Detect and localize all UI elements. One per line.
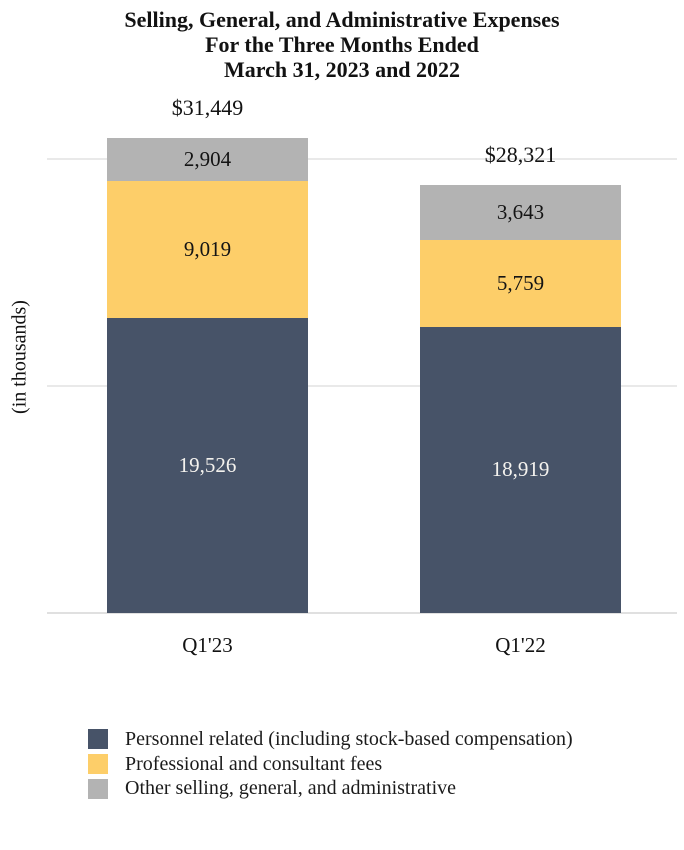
legend-swatch-personnel-icon <box>88 729 108 750</box>
bar-segment-q122-series-1: 5,759 <box>420 239 621 327</box>
legend-item-personnel: Personnel related (including stock-based… <box>88 727 573 752</box>
chart-title: Selling, General, and Administrative Exp… <box>0 7 684 82</box>
total-label: $31,449 <box>171 94 244 120</box>
legend-label-other-sga: Other selling, general, and administrati… <box>125 777 457 800</box>
legend-item-professional-fees: Professional and consultant fees <box>88 752 573 777</box>
legend-label-professional-fees: Professional and consultant fees <box>125 752 383 775</box>
bar-segment-q123-series-2: 2,904 <box>107 137 308 182</box>
segment-value-label: 9,019 <box>183 237 232 262</box>
bar-segment-q122-series-0: 18,919 <box>420 326 621 613</box>
legend-item-other-sga: Other selling, general, and administrati… <box>88 776 573 801</box>
bar-segment-q123-series-0: 19,526 <box>107 317 308 613</box>
chart-title-line-2: For the Three Months Ended <box>205 32 479 57</box>
legend-swatch-other-sga-icon <box>88 778 108 799</box>
segment-value-label: 2,904 <box>183 146 232 171</box>
segment-value-label: 19,526 <box>178 452 237 477</box>
gridline <box>47 158 677 161</box>
x-axis-baseline <box>47 612 677 614</box>
y-axis-label: (in thousands) <box>8 300 31 414</box>
legend: Personnel related (including stock-based… <box>88 727 573 801</box>
segment-value-label: 18,919 <box>491 457 550 482</box>
x-tick-label: Q1'23 <box>182 633 233 657</box>
total-label: $28,321 <box>484 141 557 167</box>
segment-value-label: 3,643 <box>496 199 545 224</box>
legend-swatch-professional-fees-icon <box>88 754 108 775</box>
bar-segment-q122-series-2: 3,643 <box>420 184 621 240</box>
segment-value-label: 5,759 <box>496 270 545 295</box>
legend-label-personnel: Personnel related (including stock-based… <box>125 727 573 750</box>
x-tick-label: Q1'22 <box>495 633 546 657</box>
chart-title-line-1: Selling, General, and Administrative Exp… <box>124 7 560 32</box>
gridline <box>47 385 677 388</box>
chart-title-line-3: March 31, 2023 and 2022 <box>223 57 461 82</box>
bar-segment-q123-series-1: 9,019 <box>107 181 308 318</box>
